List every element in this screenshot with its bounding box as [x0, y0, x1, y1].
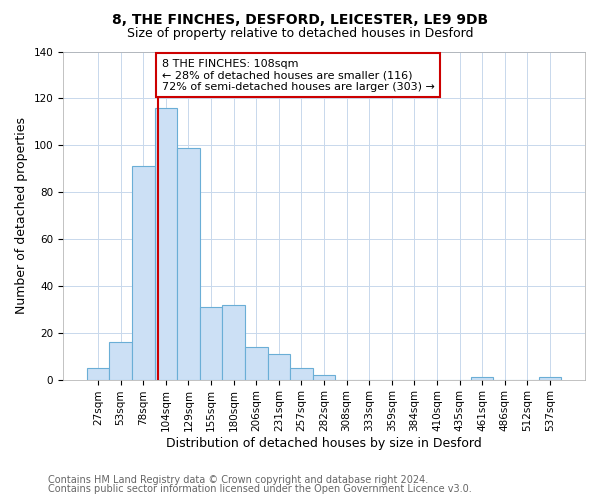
- Bar: [177, 148, 200, 380]
- Text: Contains public sector information licensed under the Open Government Licence v3: Contains public sector information licen…: [48, 484, 472, 494]
- Y-axis label: Number of detached properties: Number of detached properties: [15, 117, 28, 314]
- Bar: [268, 354, 290, 380]
- Text: Size of property relative to detached houses in Desford: Size of property relative to detached ho…: [127, 28, 473, 40]
- Bar: [155, 108, 177, 380]
- Bar: [471, 378, 493, 380]
- Bar: [109, 342, 132, 380]
- Text: Contains HM Land Registry data © Crown copyright and database right 2024.: Contains HM Land Registry data © Crown c…: [48, 475, 428, 485]
- Text: 8, THE FINCHES, DESFORD, LEICESTER, LE9 9DB: 8, THE FINCHES, DESFORD, LEICESTER, LE9 …: [112, 12, 488, 26]
- Bar: [539, 378, 561, 380]
- Bar: [290, 368, 313, 380]
- X-axis label: Distribution of detached houses by size in Desford: Distribution of detached houses by size …: [166, 437, 482, 450]
- Bar: [223, 304, 245, 380]
- Bar: [87, 368, 109, 380]
- Bar: [132, 166, 155, 380]
- Bar: [200, 307, 223, 380]
- Text: 8 THE FINCHES: 108sqm
← 28% of detached houses are smaller (116)
72% of semi-det: 8 THE FINCHES: 108sqm ← 28% of detached …: [161, 58, 434, 92]
- Bar: [313, 375, 335, 380]
- Bar: [245, 347, 268, 380]
